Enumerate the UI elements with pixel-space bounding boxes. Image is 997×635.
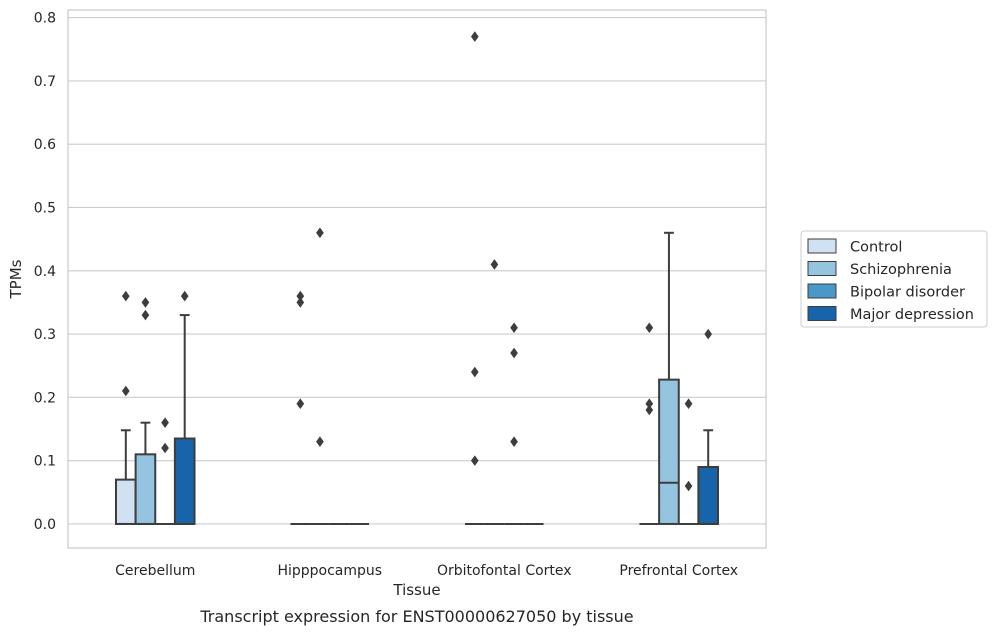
outlier-point (141, 309, 150, 321)
outlier-point (296, 290, 305, 302)
outlier-point (121, 385, 130, 397)
legend-label: Schizophrenia (850, 262, 952, 278)
x-tick-label: Cerebellum (115, 563, 195, 579)
x-tick-label: Hipppocampus (277, 563, 382, 579)
outlier-point (684, 398, 693, 409)
box-schizophrenia (658, 231, 680, 525)
outlier-point (684, 480, 693, 492)
y-tick-label: 0.7 (34, 74, 56, 90)
y-tick-label: 0.5 (34, 200, 56, 216)
legend-label: Control (850, 240, 902, 256)
outlier-point (645, 404, 654, 416)
x-axis-title: Tissue (392, 581, 440, 599)
plot-frame (67, 9, 767, 549)
y-tick-label: 0.4 (34, 264, 56, 280)
outlier-point (645, 322, 654, 334)
x-tick-label: Orbitofontal Cortex (437, 563, 572, 579)
box-major-depression (697, 429, 720, 525)
legend-swatch (807, 261, 837, 276)
legend-swatch (807, 306, 837, 321)
box-body (697, 465, 720, 525)
box-series (114, 231, 720, 525)
outlier-point (490, 259, 499, 270)
x-tick-labels: Cerebellum Hipppocampus Orbitofontal Corte… (115, 563, 738, 579)
y-tick-label: 0.6 (34, 137, 56, 153)
outlier-points (121, 31, 713, 492)
box-control (114, 429, 137, 525)
outlier-point (470, 31, 479, 42)
outlier-point (510, 347, 518, 359)
box-schizophrenia (134, 421, 157, 525)
y-tick-label: 0.1 (34, 454, 56, 470)
box-body (173, 437, 196, 525)
box-major-depression (173, 314, 196, 525)
outlier-point (296, 297, 305, 308)
outlier-point (141, 297, 150, 308)
box-body (134, 453, 157, 525)
legend-swatch (807, 283, 837, 299)
outlier-point (180, 290, 189, 302)
legend: Control Schizophrenia Bipolar disorder Majo… (800, 230, 988, 328)
outlier-point (704, 328, 713, 340)
outlier-point (645, 398, 654, 409)
outlier-point (510, 436, 518, 447)
outlier-point (316, 227, 324, 239)
outlier-point (296, 398, 305, 409)
outlier-point (316, 436, 324, 447)
legend-frame (800, 230, 988, 328)
legend-swatch (807, 238, 837, 254)
legend-label: Bipolar disorder (850, 285, 965, 301)
legend-label: Major depression (850, 307, 974, 323)
y-axis-title: TPMs (7, 259, 25, 299)
chart-caption: Transcript expression for ENST0000062705… (199, 607, 633, 626)
outlier-point (470, 366, 479, 378)
outlier-point (121, 290, 130, 302)
y-tick-label: 0.8 (34, 11, 56, 27)
box-body (658, 378, 680, 525)
y-tick-label: 0.2 (34, 390, 56, 406)
outlier-point (470, 455, 479, 466)
outlier-point (161, 442, 169, 454)
y-tick-labels: 0.0 0.1 0.2 0.3 0.4 0.5 0.6 0.7 0.8 (34, 11, 56, 533)
outlier-point (161, 417, 169, 428)
y-tick-label: 0.0 (34, 517, 56, 533)
outlier-point (510, 322, 518, 334)
y-tick-label: 0.3 (34, 327, 56, 343)
box-body (114, 478, 137, 525)
x-tick-label: Prefrontal Cortex (619, 563, 738, 579)
